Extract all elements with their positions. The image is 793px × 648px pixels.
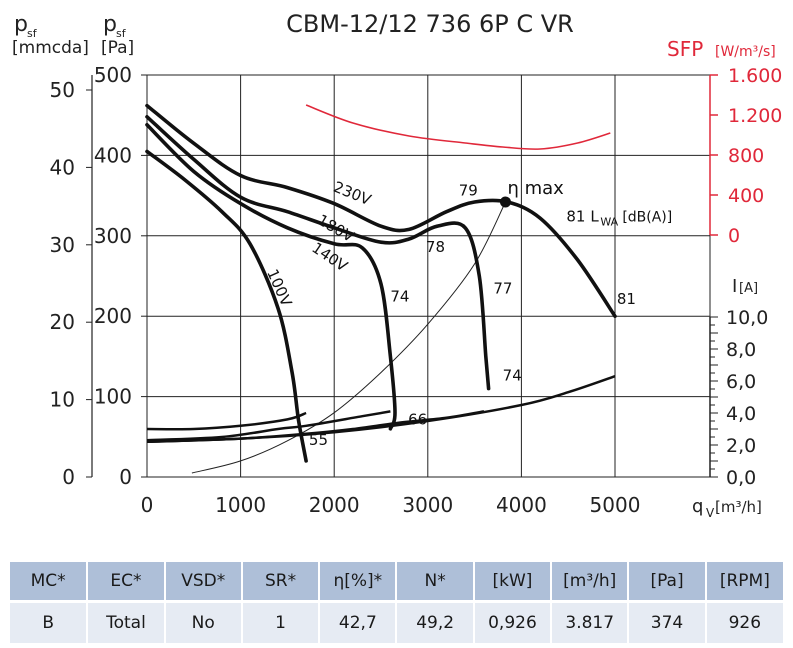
current-tick-label: 0,0 xyxy=(726,467,756,489)
table-header-row: MC* EC* VSD* SR* η[%]* N* [kW] [m³/h] [P… xyxy=(10,562,783,602)
table-header: η[%]* xyxy=(319,562,398,602)
mmcda-tick-label: 0 xyxy=(62,465,75,489)
x-axis-label: q xyxy=(692,496,703,517)
pa-tick-label: 400 xyxy=(94,143,132,167)
eta-max-point xyxy=(499,196,511,208)
current-axis-unit: [A] xyxy=(739,281,758,296)
table-header: [Pa] xyxy=(628,562,707,602)
pressure-curve-180v xyxy=(145,115,491,391)
sfp-tick-label: 0 xyxy=(728,225,740,247)
current-axis-label: I xyxy=(732,276,737,297)
pa-axis-label: p xyxy=(103,12,117,37)
pa-axis-sub: sf xyxy=(116,27,127,40)
current-tick-label: 10,0 xyxy=(726,307,768,329)
curve-annotation: 100V xyxy=(263,266,296,310)
x-axis-sub: V xyxy=(706,506,715,520)
x-tick-label: 4000 xyxy=(496,493,547,517)
table-header: EC* xyxy=(87,562,166,602)
table-cell: 0,926 xyxy=(473,600,553,643)
eta-max-label: η max xyxy=(507,178,564,199)
current-curve xyxy=(146,375,616,444)
curve-annotation: 78 xyxy=(426,238,445,256)
current-tick-label: 6,0 xyxy=(726,371,756,393)
lwa-label: L xyxy=(590,207,599,225)
table-header: SR* xyxy=(241,562,321,602)
performance-table: MC* EC* VSD* SR* η[%]* N* [kW] [m³/h] [P… xyxy=(10,562,783,643)
pressure-curve-100v xyxy=(145,149,308,463)
table-cell: B xyxy=(10,600,89,643)
pa-tick-label: 200 xyxy=(94,304,132,328)
current-tick-label: 2,0 xyxy=(726,435,756,457)
curve-annotation: 74 xyxy=(390,288,409,306)
lwa-sub: WA xyxy=(600,215,618,228)
table-cell: 42,7 xyxy=(319,600,398,643)
sfp-tick-label: 800 xyxy=(728,145,764,167)
efficiency-line xyxy=(191,201,506,474)
x-tick-label: 0 xyxy=(141,493,154,517)
sfp-curve xyxy=(305,104,611,150)
table-header: [m³/h] xyxy=(551,562,630,602)
curve-annotation: 74 xyxy=(503,367,522,385)
current-tick-label: 4,0 xyxy=(726,403,756,425)
pa-tick-label: 500 xyxy=(94,63,132,87)
mmcda-axis-label: p xyxy=(14,12,28,37)
mmcda-tick-label: 40 xyxy=(50,155,75,179)
curve-annotation: 66 xyxy=(408,411,427,429)
x-tick-label: 1000 xyxy=(215,493,266,517)
chart-title: CBM-12/12 736 6P C VR xyxy=(286,10,574,38)
table-row: B Total No 1 42,7 49,2 0,926 3.817 374 9… xyxy=(10,600,783,643)
curve-annotation: 81 xyxy=(566,207,585,225)
table-cell: 926 xyxy=(705,600,783,643)
current-curve xyxy=(146,410,391,442)
sfp-tick-label: 1.600 xyxy=(728,65,782,87)
chart-axes xyxy=(86,74,718,478)
table-header: [RPM] xyxy=(705,562,783,602)
sfp-tick-label: 400 xyxy=(728,185,764,207)
mmcda-tick-label: 50 xyxy=(50,78,75,102)
pressure-curve-230v xyxy=(145,103,617,318)
pa-axis-unit: [Pa] xyxy=(101,38,134,58)
mmcda-axis-sub: sf xyxy=(27,27,38,40)
chart-labels: η max230V180V140V100V798178777474816655L… xyxy=(263,178,672,449)
x-tick-label: 5000 xyxy=(590,493,641,517)
pressure-curve-140v xyxy=(145,123,397,431)
sfp-axis-label: SFP xyxy=(667,37,703,61)
curve-annotation: 55 xyxy=(309,431,328,449)
sfp-tick-label: 1.200 xyxy=(728,105,782,127)
pa-tick-label: 0 xyxy=(119,465,132,489)
table-header: N* xyxy=(396,562,475,602)
chart-series xyxy=(145,103,617,474)
sfp-axis-unit: [W/m³/s] xyxy=(715,44,776,60)
curve-annotation: 81 xyxy=(617,290,636,308)
table-cell: 49,2 xyxy=(396,600,475,643)
x-axis-unit: [m³/h] xyxy=(715,498,762,516)
x-tick-label: 3000 xyxy=(402,493,453,517)
current-curve xyxy=(146,411,307,431)
table-header: [kW] xyxy=(473,562,553,602)
curve-annotation: 77 xyxy=(493,280,512,298)
curve-annotation: 79 xyxy=(459,182,478,200)
table-cell: 374 xyxy=(628,600,707,643)
table-cell: Total xyxy=(87,600,166,643)
lwa-unit: [dB(A)] xyxy=(622,209,672,225)
mmcda-axis-unit: [mmcda] xyxy=(12,38,89,58)
chart-grid xyxy=(146,74,711,478)
mmcda-tick-label: 20 xyxy=(50,310,75,334)
pa-tick-label: 300 xyxy=(94,224,132,248)
mmcda-tick-label: 10 xyxy=(50,388,75,412)
current-tick-label: 8,0 xyxy=(726,339,756,361)
table-cell: 1 xyxy=(241,600,321,643)
table-header: MC* xyxy=(10,562,89,602)
table-cell: 3.817 xyxy=(551,600,630,643)
mmcda-tick-label: 30 xyxy=(50,233,75,257)
pa-tick-label: 100 xyxy=(94,385,132,409)
x-tick-label: 2000 xyxy=(309,493,360,517)
table-cell: No xyxy=(164,600,243,643)
table-header: VSD* xyxy=(164,562,243,602)
